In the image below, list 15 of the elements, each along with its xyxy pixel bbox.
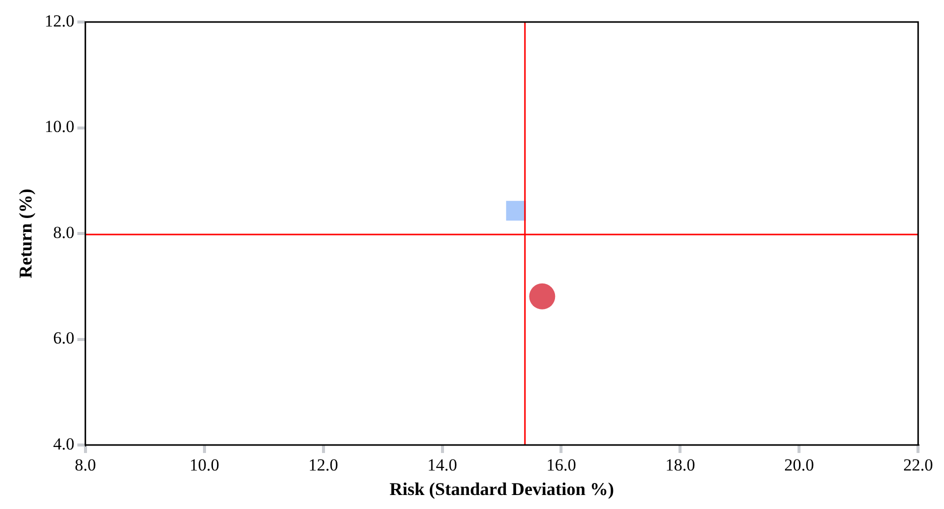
x-tick-label: 10.0 <box>189 456 220 475</box>
y-tick-label: 4.0 <box>53 434 74 454</box>
y-axis-title: Return (%) <box>15 188 36 278</box>
x-tick-label: 14.0 <box>427 456 458 475</box>
x-tick-label: 16.0 <box>546 456 576 475</box>
x-tick-label: 22.0 <box>903 456 933 475</box>
y-tick-label: 6.0 <box>53 328 74 348</box>
y-tick-label: 8.0 <box>53 222 74 242</box>
x-axis-title: Risk (Standard Deviation %) <box>389 478 614 499</box>
x-tick-label: 18.0 <box>665 456 696 475</box>
y-tick-label: 12.0 <box>44 11 74 30</box>
x-tick-label: 12.0 <box>308 456 338 475</box>
x-tick-label: 8.0 <box>74 456 96 475</box>
x-tick-label: 20.0 <box>784 456 814 475</box>
y-tick-label: 10.0 <box>44 117 74 136</box>
